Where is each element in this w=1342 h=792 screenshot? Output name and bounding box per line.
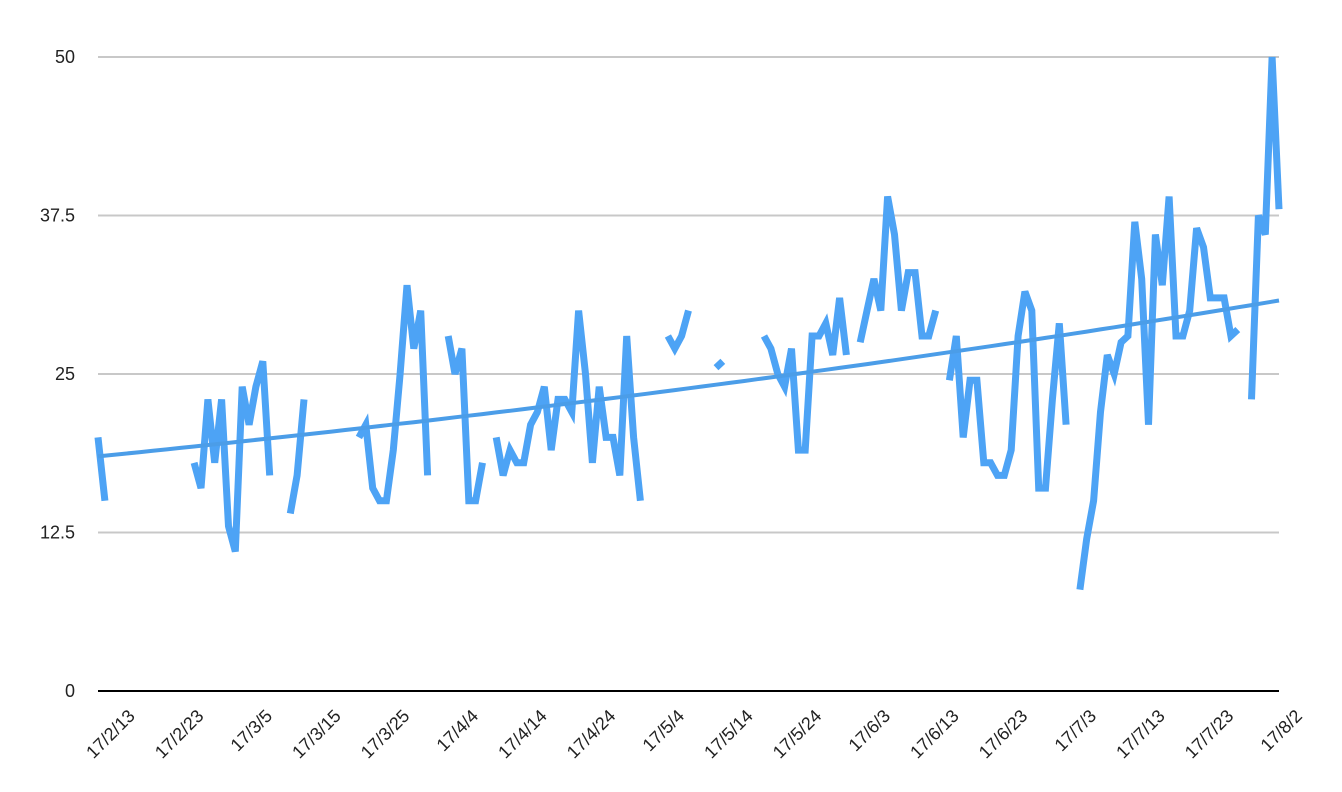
y-axis-ticks: 0 12.5 25 37.5 50 [40, 47, 75, 701]
x-tick-label: 17/8/2 [1257, 706, 1307, 756]
x-tick-label: 17/4/24 [563, 706, 620, 763]
gridlines [98, 56, 1279, 534]
x-tick-label: 17/7/23 [1181, 706, 1238, 763]
series-line-segment [492, 310, 644, 502]
x-tick-label: 17/6/3 [845, 706, 895, 756]
series-line-segment [1076, 196, 1241, 591]
series-line-segment [856, 195, 940, 344]
y-tick-label: 37.5 [40, 206, 75, 226]
x-tick-label: 17/7/3 [1051, 706, 1101, 756]
series-line-segment [190, 360, 274, 553]
x-tick-label: 17/5/14 [700, 706, 757, 763]
x-tick-label: 17/6/13 [906, 706, 963, 763]
y-tick-label: 50 [55, 47, 75, 67]
series-line-segment [444, 335, 486, 505]
series-line-segment [760, 297, 850, 454]
y-tick-label: 0 [65, 681, 75, 701]
x-tick-label: 17/3/25 [357, 706, 414, 763]
x-tick-label: 17/6/23 [975, 706, 1032, 763]
y-tick-label: 12.5 [40, 523, 75, 543]
series-line-segment [664, 309, 692, 356]
series-line-segment [945, 290, 1070, 492]
x-tick-label: 17/3/15 [288, 706, 345, 763]
x-tick-label: 17/4/14 [494, 706, 551, 763]
x-tick-label: 17/2/13 [82, 706, 139, 763]
x-tick-label: 17/7/13 [1112, 706, 1169, 763]
x-tick-label: 17/3/5 [227, 706, 277, 756]
x-tick-label: 17/5/4 [639, 706, 689, 756]
x-axis-ticks: 17/2/13 17/2/23 17/3/5 17/3/15 17/3/25 17/4/4… [82, 706, 1306, 763]
series-line-segment [1248, 56, 1283, 400]
series-line-segment [286, 399, 308, 515]
series-line-segment [355, 284, 432, 505]
trendline-path [97, 298, 1280, 459]
series-lines [94, 56, 1283, 591]
trendline [97, 298, 1280, 459]
x-tick-label: 17/4/4 [433, 706, 483, 756]
series-line-segment [94, 437, 109, 502]
x-tick-label: 17/5/24 [769, 706, 826, 763]
y-tick-label: 25 [55, 364, 75, 384]
series-line-segment [713, 358, 726, 371]
x-tick-label: 17/2/23 [151, 706, 208, 763]
